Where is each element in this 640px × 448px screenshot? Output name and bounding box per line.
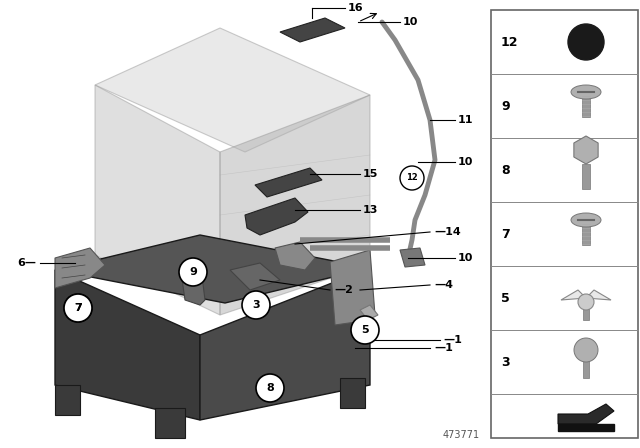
- Text: 6—: 6—: [17, 258, 36, 268]
- Circle shape: [568, 24, 604, 60]
- Text: 5: 5: [361, 325, 369, 335]
- Text: —1: —1: [434, 343, 453, 353]
- Text: —4: —4: [434, 280, 453, 290]
- Polygon shape: [55, 270, 200, 420]
- Text: 3: 3: [501, 356, 509, 369]
- Polygon shape: [275, 242, 315, 270]
- Polygon shape: [558, 404, 614, 424]
- Polygon shape: [95, 85, 220, 315]
- Polygon shape: [230, 263, 280, 290]
- Text: 8: 8: [266, 383, 274, 393]
- Text: 9: 9: [189, 267, 197, 277]
- Text: —14: —14: [434, 227, 461, 237]
- Polygon shape: [586, 290, 611, 300]
- Text: 10: 10: [458, 157, 474, 167]
- Text: 7: 7: [74, 303, 82, 313]
- Ellipse shape: [571, 85, 601, 99]
- Circle shape: [574, 338, 598, 362]
- Circle shape: [256, 374, 284, 402]
- Polygon shape: [55, 385, 80, 415]
- Polygon shape: [55, 248, 105, 288]
- Polygon shape: [245, 198, 308, 235]
- Text: 10: 10: [458, 253, 474, 263]
- Bar: [582, 164, 590, 189]
- Circle shape: [351, 316, 379, 344]
- Text: 11: 11: [458, 115, 474, 125]
- Text: —2: —2: [334, 285, 353, 295]
- Circle shape: [64, 294, 92, 322]
- Circle shape: [242, 291, 270, 319]
- Text: 16: 16: [348, 3, 364, 13]
- Circle shape: [64, 294, 92, 322]
- Text: 15: 15: [363, 169, 378, 179]
- Text: 7: 7: [74, 303, 82, 313]
- Bar: [558, 424, 614, 431]
- Text: —1: —1: [443, 335, 462, 345]
- Polygon shape: [155, 408, 185, 438]
- Polygon shape: [180, 260, 205, 305]
- Polygon shape: [561, 290, 586, 300]
- Circle shape: [400, 166, 424, 190]
- Bar: [582, 92, 590, 117]
- Text: 12: 12: [406, 173, 418, 182]
- Text: 473771: 473771: [443, 430, 480, 440]
- Polygon shape: [340, 378, 365, 408]
- Bar: [582, 220, 590, 245]
- Polygon shape: [255, 168, 322, 197]
- Polygon shape: [55, 235, 370, 303]
- Polygon shape: [280, 18, 345, 42]
- Text: 10: 10: [403, 17, 419, 27]
- Text: 9: 9: [501, 99, 509, 112]
- Polygon shape: [220, 95, 370, 315]
- Text: 12: 12: [501, 35, 518, 48]
- Text: 3: 3: [252, 300, 260, 310]
- Polygon shape: [360, 305, 378, 320]
- Text: 13: 13: [363, 205, 378, 215]
- Polygon shape: [574, 136, 598, 164]
- Text: 8: 8: [501, 164, 509, 177]
- Polygon shape: [330, 250, 375, 325]
- Bar: [491, 10, 638, 438]
- Text: 5: 5: [501, 292, 509, 305]
- Circle shape: [179, 258, 207, 286]
- Text: 7: 7: [501, 228, 509, 241]
- Circle shape: [578, 294, 594, 310]
- Bar: [583, 350, 589, 378]
- Bar: [583, 302, 589, 320]
- Polygon shape: [200, 268, 370, 420]
- Polygon shape: [400, 248, 425, 267]
- Polygon shape: [95, 28, 370, 152]
- Ellipse shape: [571, 213, 601, 227]
